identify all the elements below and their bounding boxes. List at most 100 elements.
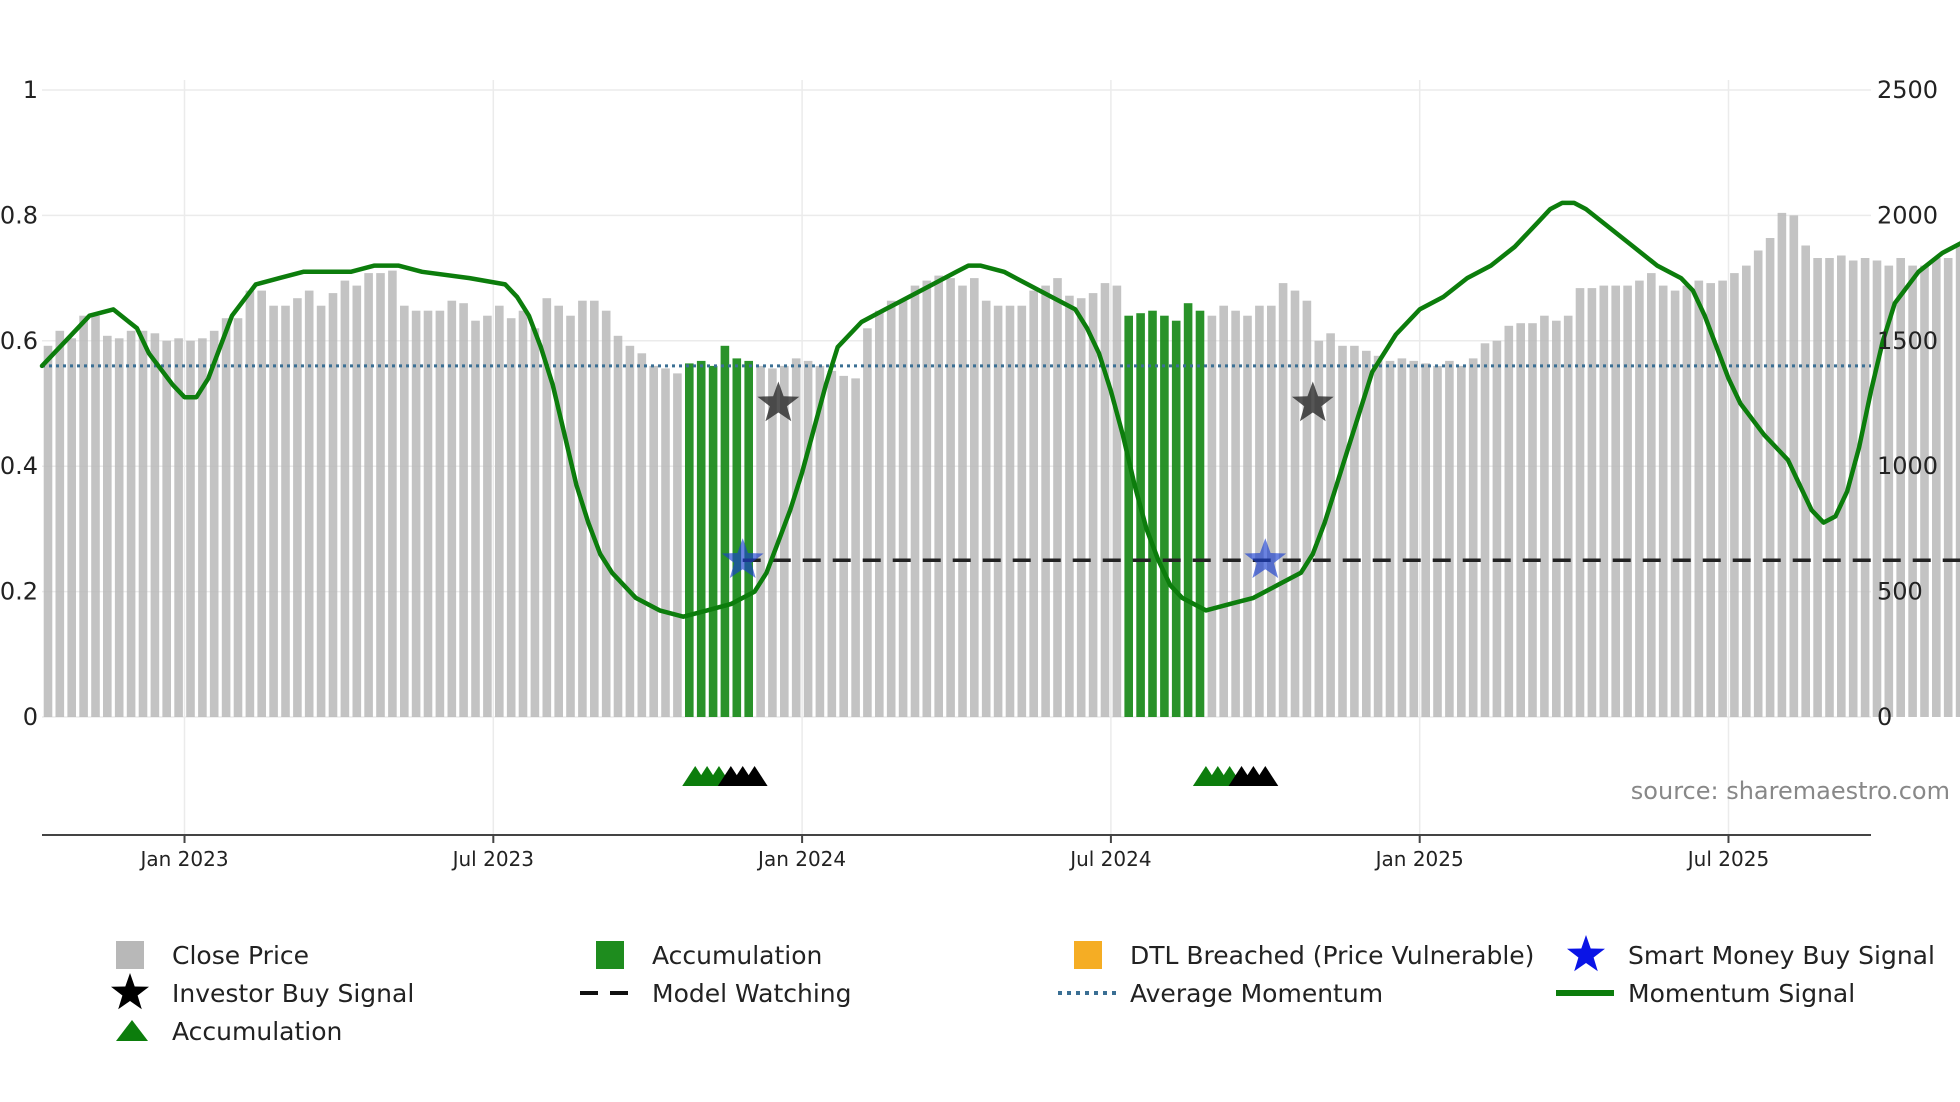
close-price-bar bbox=[352, 285, 362, 717]
close-price-bar bbox=[376, 273, 385, 717]
close-price-bar bbox=[1789, 215, 1799, 717]
right-tick-label: 500 bbox=[1877, 578, 1923, 606]
close-price-bar bbox=[293, 298, 302, 717]
accumulation-bar bbox=[696, 360, 706, 717]
accumulation-bar bbox=[732, 358, 742, 717]
close-price-bar bbox=[1445, 360, 1454, 717]
grid bbox=[42, 80, 1871, 835]
close-price-bar bbox=[186, 340, 195, 717]
close-price-bar bbox=[1255, 305, 1264, 717]
close-price-bar bbox=[1872, 260, 1882, 717]
x-tick-label: Jul 2025 bbox=[1686, 847, 1769, 871]
close-price-bar bbox=[625, 345, 635, 717]
accumulation-bar bbox=[1195, 310, 1205, 717]
close-price-bar bbox=[613, 335, 623, 717]
close-price-bar bbox=[459, 303, 468, 717]
close-price-bar bbox=[1742, 265, 1751, 717]
close-price-bar bbox=[1385, 360, 1395, 717]
close-price-bar bbox=[1516, 323, 1525, 717]
legend-item: Close Price bbox=[116, 941, 309, 970]
close-price-bar bbox=[1314, 340, 1324, 717]
close-price-bar bbox=[601, 310, 611, 717]
legend-item: DTL Breached (Price Vulnerable) bbox=[1074, 941, 1534, 970]
legend-label: Average Momentum bbox=[1130, 979, 1383, 1008]
close-price-bar bbox=[1635, 280, 1644, 717]
close-price-bar bbox=[780, 365, 789, 717]
close-price-bar bbox=[233, 318, 243, 717]
close-price-bar bbox=[245, 290, 255, 717]
accumulation-bar bbox=[720, 345, 730, 717]
close-price-bar bbox=[1730, 273, 1739, 717]
close-price-bar bbox=[970, 278, 979, 717]
close-price-bar bbox=[673, 373, 682, 717]
close-price-bar bbox=[934, 275, 943, 717]
close-price-bar bbox=[1825, 258, 1834, 717]
close-price-bar bbox=[198, 338, 207, 717]
accumulation-bar bbox=[1124, 315, 1133, 717]
close-price-bar bbox=[958, 285, 967, 717]
accumulation-bar bbox=[685, 363, 694, 717]
close-price-bar bbox=[898, 300, 908, 717]
close-price-bar bbox=[269, 305, 278, 717]
signal-lines bbox=[39, 200, 1960, 619]
close-price-bar bbox=[55, 330, 65, 717]
accumulation-bar bbox=[1148, 310, 1157, 717]
close-price-bar bbox=[1540, 315, 1549, 717]
close-price-bar bbox=[1848, 260, 1858, 717]
close-price-bar bbox=[1575, 288, 1585, 717]
accumulation-bar bbox=[744, 360, 753, 717]
close-price-bar bbox=[886, 300, 896, 717]
close-price-bar bbox=[138, 330, 148, 717]
close-price-bar bbox=[1611, 285, 1620, 717]
close-price-bar bbox=[981, 300, 991, 717]
legend-label: Model Watching bbox=[652, 979, 852, 1008]
close-price-bar bbox=[316, 305, 326, 717]
close-price-bar bbox=[791, 358, 801, 717]
close-price-bar bbox=[1421, 363, 1430, 717]
legend-label: DTL Breached (Price Vulnerable) bbox=[1130, 941, 1534, 970]
close-price-bar bbox=[1813, 258, 1822, 717]
close-price-bar bbox=[1362, 350, 1371, 717]
left-tick-label: 0.2 bbox=[0, 578, 38, 606]
close-price-bar bbox=[1053, 278, 1062, 717]
close-price-bar bbox=[1706, 283, 1715, 717]
close-price-bar bbox=[1504, 325, 1514, 717]
left-tick-label: 0.6 bbox=[0, 327, 38, 355]
close-price-bar bbox=[1005, 305, 1015, 717]
close-price-bar bbox=[1041, 285, 1050, 717]
signal-markers bbox=[682, 381, 1334, 786]
close-price-bar bbox=[1920, 265, 1929, 717]
close-price-bar bbox=[1658, 285, 1668, 717]
close-price-bar bbox=[340, 280, 350, 717]
x-tick-label: Jan 2023 bbox=[138, 847, 228, 871]
close-price-bar bbox=[364, 273, 373, 717]
close-price-bar bbox=[1468, 358, 1478, 717]
close-price-bar bbox=[1492, 340, 1502, 717]
close-price-bar bbox=[530, 328, 540, 717]
close-price-bar bbox=[756, 365, 765, 717]
legend-item: Investor Buy Signal bbox=[111, 973, 414, 1010]
close-price-bar bbox=[209, 330, 219, 717]
close-price-bar bbox=[1718, 280, 1727, 717]
close-price-bar bbox=[1100, 283, 1110, 717]
close-price-bar bbox=[1457, 365, 1466, 717]
close-price-bar bbox=[1528, 323, 1537, 717]
close-price-bar bbox=[221, 318, 231, 717]
close-price-bar bbox=[1860, 258, 1870, 717]
close-price-bar bbox=[43, 345, 53, 717]
close-price-bar bbox=[1777, 212, 1787, 717]
close-price-bar bbox=[1433, 365, 1442, 717]
left-tick-label: 0.4 bbox=[0, 452, 38, 480]
close-price-bar bbox=[1017, 305, 1027, 717]
close-price-bar bbox=[637, 353, 647, 717]
close-price-bar bbox=[1350, 345, 1359, 717]
close-price-bar bbox=[1694, 280, 1704, 717]
close-price-bar bbox=[566, 315, 575, 717]
close-price-bar bbox=[1397, 358, 1407, 717]
close-price-bar bbox=[518, 310, 528, 717]
close-price-bar bbox=[1563, 315, 1573, 717]
close-price-bar bbox=[542, 298, 552, 717]
close-price-bar bbox=[1076, 298, 1086, 717]
close-price-bar bbox=[150, 333, 160, 717]
close-price-bar bbox=[1326, 333, 1335, 717]
